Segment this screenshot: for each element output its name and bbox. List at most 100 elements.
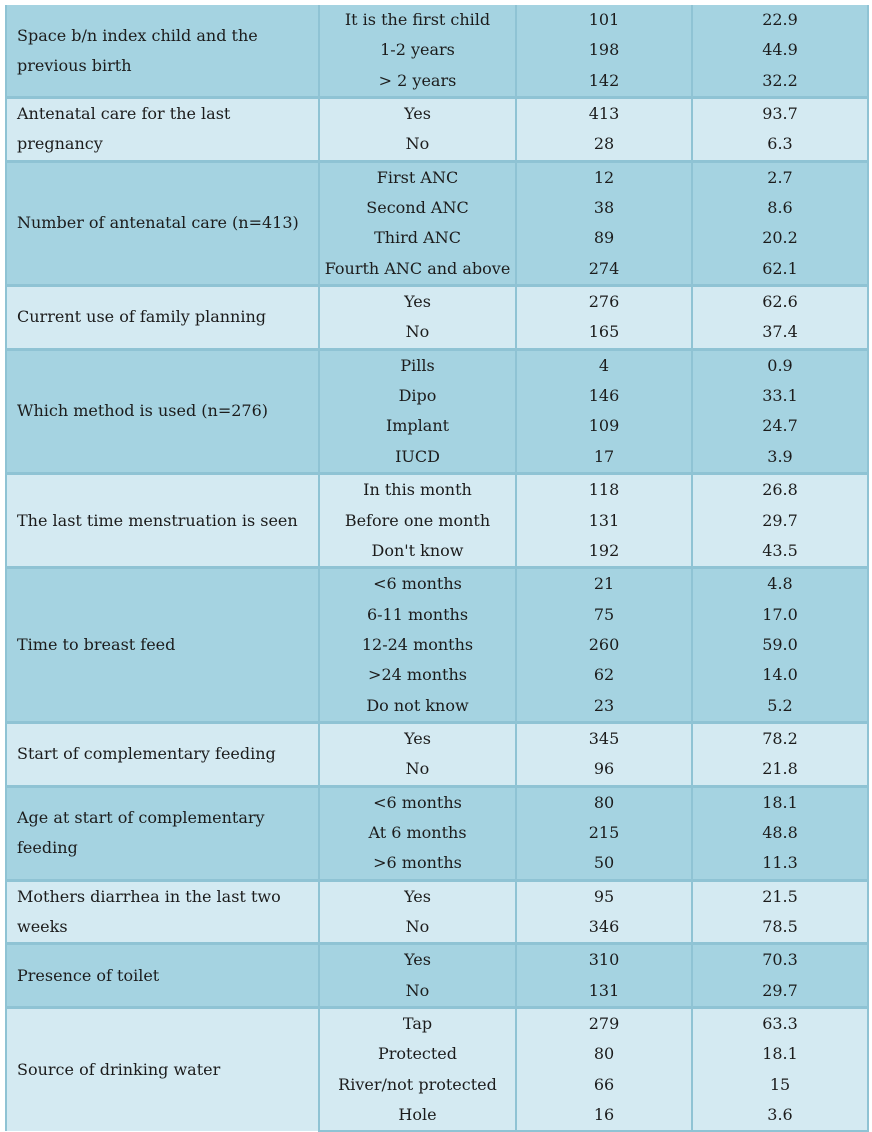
percent-cell: 44.9 (691, 35, 869, 66)
category-cell: In this month (318, 472, 517, 506)
frequency-cell: 12 (515, 159, 693, 194)
percent-cell: 33.1 (691, 381, 869, 412)
frequency-cell: 260 (515, 629, 693, 661)
data-table: Space b/n index child and the previous b… (5, 5, 869, 1132)
table-row: Space b/n index child and the previous b… (5, 5, 869, 98)
category-cell: Do not know (318, 690, 517, 724)
percent-cell: 18.1 (691, 1039, 869, 1070)
percent-cell: 37.4 (691, 317, 869, 351)
percent-cell: 62.6 (691, 284, 869, 318)
frequency-cell: 17 (515, 441, 693, 475)
table-row: Current use of family planning Yes 276 62.6 (5, 284, 869, 350)
frequency-cell: 274 (515, 253, 693, 287)
table-row: IUCD 17 3.9 (6, 441, 869, 475)
frequency-cell: 4 (515, 347, 693, 382)
frequency-cell: 50 (515, 848, 693, 882)
variable-cell: Time to breast feed (5, 566, 320, 723)
frequency-cell: 215 (515, 817, 693, 849)
frequency-cell: 146 (515, 381, 693, 412)
variable-cell: Start of complementary feeding (5, 720, 320, 787)
category-cell: IUCD (318, 441, 517, 475)
category-cell: <6 months (318, 784, 517, 818)
table-row: >6 months 50 11.3 (6, 848, 869, 882)
percent-cell: 6.3 (691, 129, 869, 163)
percent-cell: 15 (691, 1069, 869, 1101)
percent-cell: 78.2 (691, 720, 869, 755)
percent-cell: 17.0 (691, 599, 869, 630)
percent-cell: 21.5 (691, 878, 869, 912)
frequency-cell: 38 (515, 193, 693, 224)
table-row: > 2 years 142 32.2 (6, 65, 869, 99)
category-cell: Don't know (318, 535, 517, 569)
table-row: Which method is used (n=276) Pills 4 0.9 (5, 347, 869, 474)
variable-cell: Source of drinking water (5, 1006, 320, 1132)
category-cell: Implant (318, 411, 517, 442)
percent-cell: 14.0 (691, 660, 869, 691)
percent-cell: 59.0 (691, 629, 869, 661)
percent-cell: 5.2 (691, 690, 869, 724)
category-cell: Before one month (318, 505, 517, 536)
category-cell: >6 months (318, 848, 517, 882)
percent-cell: 48.8 (691, 817, 869, 849)
percent-cell: 21.8 (691, 754, 869, 788)
table-row: Fourth ANC and above 274 62.1 (6, 253, 869, 287)
frequency-cell: 142 (515, 65, 693, 99)
table-row: 12-24 months 260 59.0 (6, 629, 869, 661)
frequency-cell: 96 (515, 754, 693, 788)
table-row: Do not know 23 5.2 (6, 690, 869, 724)
variable-cell: Antenatal care for the last pregnancy (5, 96, 320, 162)
category-cell: No (318, 317, 517, 351)
percent-cell: 24.7 (691, 411, 869, 442)
frequency-cell: 346 (515, 911, 693, 945)
frequency-cell: 62 (515, 660, 693, 691)
table-row: Time to breast feed <6 months 21 4.8 (5, 566, 869, 723)
category-cell: It is the first child (318, 5, 517, 36)
variable-cell: Mothers diarrhea in the last two weeks (5, 878, 320, 944)
table-row: No 346 78.5 (6, 911, 869, 945)
percent-cell: 29.7 (691, 975, 869, 1009)
category-cell: 12-24 months (318, 629, 517, 661)
category-cell: >24 months (318, 660, 517, 691)
table-row: Third ANC 89 20.2 (6, 223, 869, 254)
table-row: Source of drinking water Tap 279 63.3 (5, 1006, 869, 1132)
frequency-cell: 80 (515, 784, 693, 818)
category-cell: Pills (318, 347, 517, 382)
table-row: 1-2 years 198 44.9 (6, 35, 869, 66)
table-row: Mothers diarrhea in the last two weeks Ye… (5, 878, 869, 944)
variable-cell: Which method is used (n=276) (5, 347, 320, 474)
category-cell: Dipo (318, 381, 517, 412)
percent-cell: 29.7 (691, 505, 869, 536)
table-row: Age at start of complementary feeding <6 … (5, 784, 869, 881)
frequency-cell: 165 (515, 317, 693, 351)
table-row: Number of antenatal care (n=413) First AN… (5, 159, 869, 286)
table-row: Dipo 146 33.1 (6, 381, 869, 412)
category-cell: Yes (318, 942, 517, 976)
table-row: >24 months 62 14.0 (6, 660, 869, 691)
percent-cell: 2.7 (691, 159, 869, 194)
frequency-cell: 75 (515, 599, 693, 630)
table-row: No 165 37.4 (6, 317, 869, 351)
percent-cell: 8.6 (691, 193, 869, 224)
category-cell: No (318, 754, 517, 788)
percent-cell: 70.3 (691, 942, 869, 976)
table-row: River/not protected 66 15 (6, 1069, 869, 1101)
percent-cell: 11.3 (691, 848, 869, 882)
frequency-cell: 80 (515, 1039, 693, 1070)
variable-cell: Age at start of complementary feeding (5, 784, 320, 881)
variable-cell: Current use of family planning (5, 284, 320, 350)
frequency-cell: 192 (515, 535, 693, 569)
frequency-cell: 28 (515, 129, 693, 163)
percent-cell: 32.2 (691, 65, 869, 99)
frequency-cell: 310 (515, 942, 693, 976)
table-row: Implant 109 24.7 (6, 411, 869, 442)
category-cell: 1-2 years (318, 35, 517, 66)
table-row: Presence of toilet Yes 310 70.3 (5, 942, 869, 1008)
category-cell: No (318, 129, 517, 163)
table-row: Don't know 192 43.5 (6, 535, 869, 569)
frequency-cell: 345 (515, 720, 693, 755)
percent-cell: 62.1 (691, 253, 869, 287)
percent-cell: 3.6 (691, 1100, 869, 1132)
category-cell: Second ANC (318, 193, 517, 224)
percent-cell: 63.3 (691, 1006, 869, 1040)
category-cell: Yes (318, 720, 517, 755)
